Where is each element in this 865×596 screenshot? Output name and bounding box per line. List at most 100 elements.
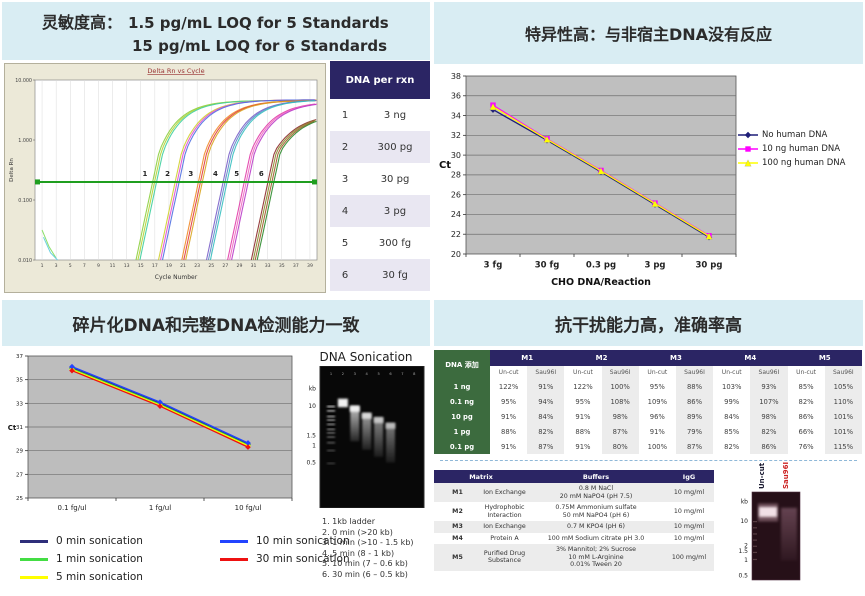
svg-text:1 fg/ul: 1 fg/ul [149,504,171,512]
dna-sonication-title: DNA Sonication [319,350,413,364]
recovery-value: 80% [601,439,639,454]
recovery-value: 84% [724,412,740,421]
svg-text:32: 32 [451,131,461,140]
svg-text:0.5: 0.5 [738,573,748,580]
legend-label: 100 ng human DNA [762,158,846,168]
recovery-value: 109% [647,397,668,406]
fragmentation-title: 碎片化DNA和完整DNA检测能力一致 [72,315,360,336]
svg-text:30 fg: 30 fg [535,261,560,271]
buffer-line: 50 mM NaPO4 (pH 6) [562,511,630,519]
svg-text:10: 10 [308,403,316,410]
recovery-value: 91% [501,412,517,421]
recovery-value: 85% [798,382,814,391]
matrix-table-row: M4 Protein A 100 mM Sodium citrate pH 3.0 1… [434,533,714,545]
svg-text:Sau96I: Sau96I [782,462,790,489]
svg-text:1.5: 1.5 [306,433,316,440]
spike-row: 1 pg 88% 82% 88% 87% 91% 79% 85% 82% 66% 101% [434,424,862,439]
buffer-line: 100 mM Sodium citrate pH 3.0 [547,534,645,542]
recovery-value: 86% [675,394,714,409]
caption-line: 2. 0 min (>20 kb) [322,527,393,537]
spike-row: 10 pg 91% 84% 91% 98% 96% 89% 84% 98% 86% 101% [434,409,862,424]
spike-amount-label: 0.1 pg [434,439,490,454]
dna-per-rxn-table: DNA per rxn 1 3 ng 2 300 pg 3 30 pg 4 3 pg 5 300 f… [330,61,430,291]
enzyme-subheader: Sau96I [750,366,788,379]
dna-per-rxn-row: 1 3 ng [330,99,430,131]
standard-amount: 30 fg [382,269,408,281]
legend-column: 0 min sonication 1 min sonication 5 min so… [20,532,143,586]
svg-text:33: 33 [16,401,23,407]
matrix-group-header: M1 [490,350,565,366]
recovery-value: 93% [750,379,788,394]
igg-concentration: 100 mg/ml [664,544,714,571]
sonication-ct-chart: 25 27 29 31 33 35 37 0.1 fg/ul 1 fg/ul 10 fg/ul Ct [8,354,293,512]
spike-row: 0.1 pg 91% 87% 91% 80% 100% 87% 82% 86% 76% 115% [434,439,862,454]
svg-text:4: 4 [366,372,369,376]
recovery-value: 91% [649,427,665,436]
svg-text:6: 6 [259,170,264,178]
svg-text:24: 24 [451,210,461,219]
svg-text:20: 20 [451,250,461,259]
svg-text:29: 29 [16,449,23,455]
buffer-line: 20 mM NaPO4 (pH 7.5) [559,492,633,500]
specificity-title: 特异性高：与非宿主DNA没有反应 [524,25,773,44]
standard-number: 2 [341,141,349,153]
amplification-chart: Delta Rn vs Cycle 1 3 5 7 9 11 13 15 17 19 21 23 25 27… [4,63,326,293]
igg-concentration: 10 mg/ml [673,534,705,542]
spike-amount-label: 0.1 ng [434,394,490,409]
svg-text:8: 8 [413,372,416,376]
legend-label: 1 min sonication [56,553,143,565]
recovery-value: 122% [498,382,519,391]
cut-gel-panel: Un-cut Sau96I kb 10 2 1.5 1 0.5 [720,456,863,592]
buffer-line: 0.7 M KPO4 (pH 6) [567,523,625,530]
svg-text:2: 2 [342,372,344,376]
recovery-value: 88% [575,427,591,436]
dna-per-rxn-row: 4 3 pg [330,195,430,227]
legend-swatch [738,131,758,139]
standard-number: 1 [341,109,349,121]
matrix-name: Ion Exchange [481,521,528,533]
recovery-value: 99% [724,397,740,406]
matrix-group-header: M2 [564,350,639,366]
enzyme-subheader: Un-cut [498,369,519,376]
fragmentation-title-band: 碎片化DNA和完整DNA检测能力一致 [2,300,430,346]
svg-text:0.100: 0.100 [18,198,32,204]
legend-label: 0 min sonication [56,535,143,547]
recovery-value: 95% [649,382,665,391]
svg-text:3: 3 [188,170,193,178]
buffer-line: 0.01% Tween 20 [570,561,622,568]
svg-text:1: 1 [744,557,748,564]
svg-text:3 pg: 3 pg [644,261,665,271]
svg-text:7: 7 [401,372,403,376]
enzyme-subheader: Sau96I [824,366,862,379]
svg-text:30 pg: 30 pg [696,261,723,271]
section-divider [440,460,857,461]
dna-sonication-gel: kb 10 1.5 1 0.5 1 2 3 4 5 6 7 8 [306,365,425,509]
dna-per-rxn-header: DNA per rxn [330,61,430,99]
svg-text:31: 31 [16,425,23,431]
quadrant-specificity: 特异性高：与非宿主DNA没有反应 20 22 24 26 28 30 32 34 36 38 3 f… [434,2,863,296]
matrix-table-row: M1 Ion Exchange 0.8 M NaCl 20 mM NaPO4 (pH … [434,483,714,502]
svg-text:4: 4 [213,170,218,178]
standard-number: 4 [341,205,349,217]
svg-text:Delta Rn vs Cycle: Delta Rn vs Cycle [147,67,204,75]
svg-text:21: 21 [180,263,186,269]
caption-line: 1. 1kb ladder [322,517,376,526]
recovery-value: 95% [575,397,591,406]
quadrant-interference: 抗干扰能力高，准确率高 DNA 添加 M1 M2 M3 M4 M5 Un-cut Sau96I… [434,298,863,594]
svg-text:35: 35 [16,378,23,384]
svg-text:10.000: 10.000 [15,78,32,84]
svg-text:26: 26 [451,190,461,199]
matrix-table-row: M5 Purified Drug Substance 3% Mannitol; 2%… [434,544,714,571]
recovery-value: 110% [824,394,862,409]
recovery-value: 100% [647,442,668,451]
spike-corner-label: DNA 添加 [434,350,490,379]
igg-concentration: 10 mg/ml [673,507,705,515]
legend-item: 0 min sonication [20,532,143,550]
recovery-value: 115% [824,439,862,454]
matrix-id: M4 [452,534,463,542]
legend-label: 5 min sonication [56,571,143,583]
caption-line: 5. 10 min (7 – 0.6 kb) [322,559,408,568]
matrix-name: Purified Drug Substance [481,544,528,571]
dna-per-rxn-row: 6 30 fg [330,259,430,291]
